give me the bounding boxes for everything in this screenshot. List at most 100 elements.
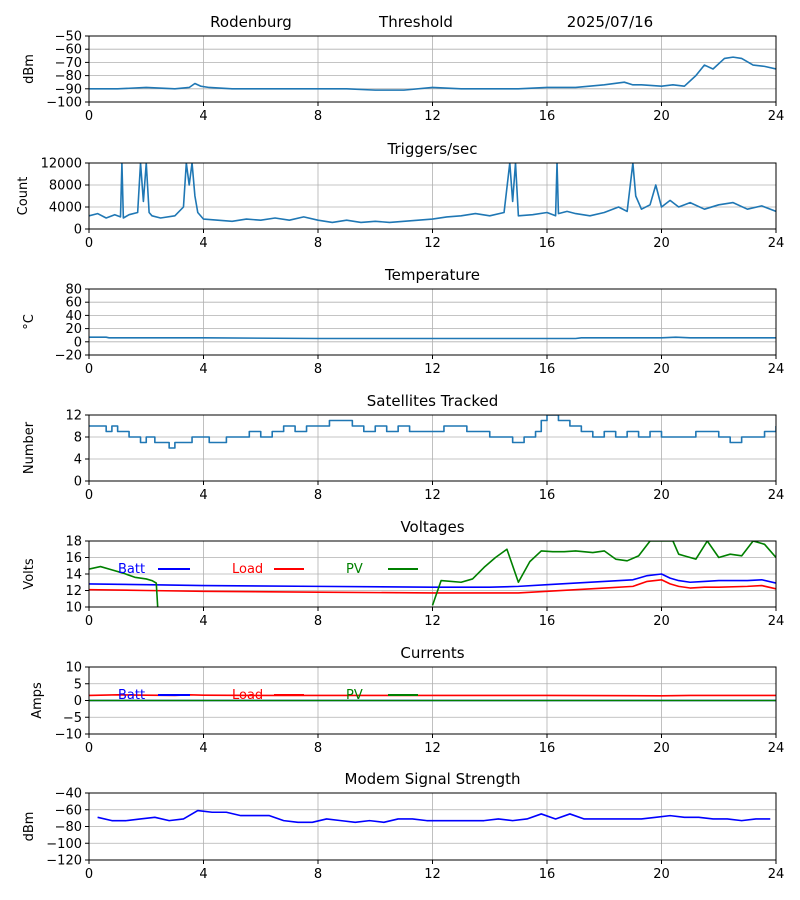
chart-panel-7: 0 4 8 12 16 20 24 −120 −100 −80 −60−40 Modem Signal… xyxy=(22,770,784,882)
x-tick-label: 4 xyxy=(199,236,207,251)
x-tick-label: 12 xyxy=(424,362,441,377)
x-tick-label: 16 xyxy=(539,488,556,503)
series-line-load xyxy=(89,578,776,594)
y-tick-label: −20 xyxy=(55,349,82,364)
y-tick-label: −70 xyxy=(55,56,82,71)
x-tick-label: 20 xyxy=(653,236,670,251)
x-tick-label: 24 xyxy=(768,109,785,124)
x-tick-label: 8 xyxy=(314,109,322,124)
x-tick-label: 0 xyxy=(85,109,93,124)
x-tick-label: 16 xyxy=(539,362,556,377)
x-tick-label: 0 xyxy=(85,488,93,503)
x-tick-label: 24 xyxy=(768,867,785,882)
legend-label-batt: Batt xyxy=(118,688,145,703)
y-axis-label: Count xyxy=(16,177,31,216)
header-mode: Threshold xyxy=(378,13,453,31)
y-tick-label: 10 xyxy=(65,601,82,616)
x-tick-label: 16 xyxy=(539,614,556,629)
y-tick-label: 60 xyxy=(65,296,82,311)
panel-title: Modem Signal Strength xyxy=(345,770,521,788)
chart-panel-1: 0 4 8 12 16 20 24 −100−90−80−70−60−50 dBm xyxy=(22,30,784,125)
x-tick-label: 8 xyxy=(314,867,322,882)
y-tick-label: 12000 xyxy=(41,157,82,172)
x-tick-label: 20 xyxy=(653,488,670,503)
legend-label-load: Load xyxy=(232,688,263,703)
y-tick-label: 40 xyxy=(65,309,82,324)
panel-title: Voltages xyxy=(400,518,464,536)
x-tick-label: 24 xyxy=(768,488,785,503)
series-group xyxy=(97,809,771,824)
x-tick-label: 4 xyxy=(199,614,207,629)
y-tick-label: 0 xyxy=(74,475,82,490)
x-tick-label: 12 xyxy=(424,614,441,629)
y-tick-label: 5 xyxy=(74,677,82,692)
legend-label-pv: PV xyxy=(346,688,363,703)
series-group xyxy=(89,163,776,224)
x-tick-label: 20 xyxy=(653,362,670,377)
y-axis-label: Amps xyxy=(30,682,45,719)
x-tick-label: 4 xyxy=(199,741,207,756)
panel-title: Temperature xyxy=(384,266,480,284)
x-tick-label: 20 xyxy=(653,109,670,124)
y-tick-label: −90 xyxy=(55,82,82,97)
header-site: Rodenburg xyxy=(210,13,292,31)
x-tick-label: 12 xyxy=(424,236,441,251)
panel-title: Triggers/sec xyxy=(387,140,478,158)
series-group xyxy=(89,56,776,91)
y-tick-label: 4 xyxy=(74,453,82,468)
x-tick-label: 24 xyxy=(768,741,785,756)
series-line-load xyxy=(89,694,776,697)
x-tick-label: 4 xyxy=(199,362,207,377)
y-tick-label: 8 xyxy=(74,431,82,446)
series-group xyxy=(89,336,776,340)
y-tick-label: 80 xyxy=(65,283,82,298)
y-tick-label: 18 xyxy=(65,535,82,550)
y-tick-label: 10 xyxy=(65,661,82,676)
series-line xyxy=(89,336,776,340)
y-tick-label: −10 xyxy=(55,728,82,743)
y-tick-label: −60 xyxy=(55,803,82,818)
x-tick-label: 8 xyxy=(314,741,322,756)
y-tick-label: 0 xyxy=(74,694,82,709)
y-tick-label: 12 xyxy=(65,584,82,599)
x-tick-label: 0 xyxy=(85,741,93,756)
legend-label-load: Load xyxy=(232,562,263,577)
series-line-pv xyxy=(89,541,776,607)
x-tick-label: 16 xyxy=(539,236,556,251)
chart-panel-4: 0 4 8 12 16 20 24 0 4 8 12 Satellites Tracked Number xyxy=(22,392,784,503)
y-tick-label: 20 xyxy=(65,322,82,337)
y-tick-label: 4000 xyxy=(49,201,82,216)
y-tick-label: 14 xyxy=(65,568,82,583)
x-tick-label: 4 xyxy=(199,867,207,882)
panel-title: Currents xyxy=(400,644,464,662)
y-tick-label: −40 xyxy=(55,787,82,802)
x-tick-label: 8 xyxy=(314,488,322,503)
x-tick-label: 4 xyxy=(199,109,207,124)
series-line xyxy=(89,415,776,449)
x-tick-label: 8 xyxy=(314,362,322,377)
x-tick-label: 20 xyxy=(653,614,670,629)
x-tick-label: 0 xyxy=(85,362,93,377)
x-tick-label: 8 xyxy=(314,614,322,629)
x-tick-label: 24 xyxy=(768,362,785,377)
x-tick-label: 12 xyxy=(424,488,441,503)
y-tick-label: 0 xyxy=(74,223,82,238)
y-tick-label: 8000 xyxy=(49,179,82,194)
x-tick-label: 12 xyxy=(424,741,441,756)
header-date: 2025/07/16 xyxy=(567,13,653,31)
series-group xyxy=(89,541,776,607)
x-tick-label: 0 xyxy=(85,236,93,251)
x-tick-label: 24 xyxy=(768,614,785,629)
y-tick-label: −60 xyxy=(55,43,82,58)
y-tick-label: −80 xyxy=(55,820,82,835)
series-group xyxy=(89,694,776,702)
y-axis-label: Volts xyxy=(22,558,37,590)
x-tick-label: 24 xyxy=(768,236,785,251)
x-tick-label: 12 xyxy=(424,867,441,882)
x-tick-label: 16 xyxy=(539,867,556,882)
